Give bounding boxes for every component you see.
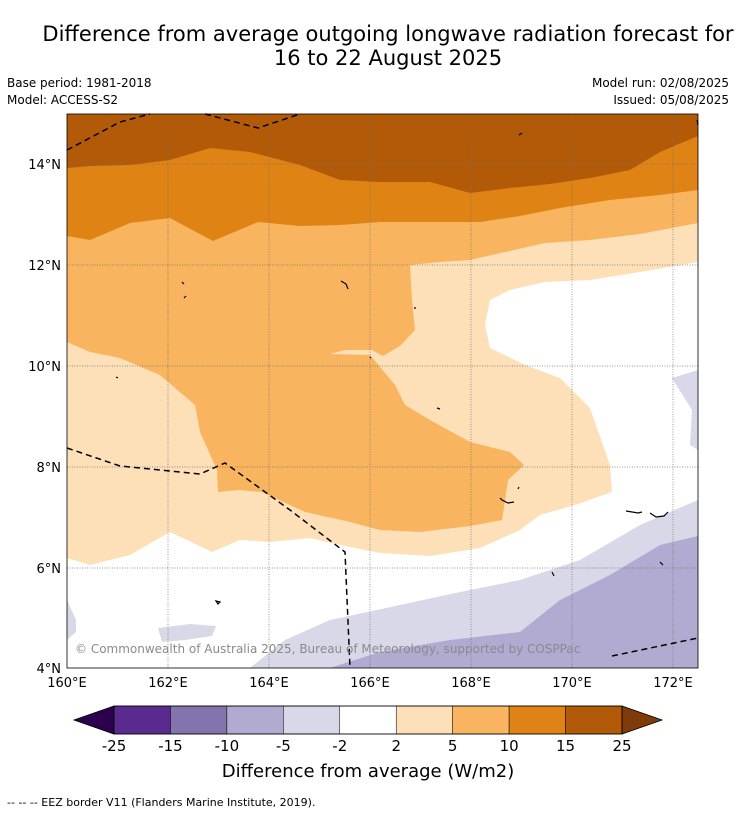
- map-plot-area: [67, 114, 698, 668]
- colorbar-frame: [113, 705, 623, 735]
- colorbar-cell-6: [452, 705, 510, 735]
- eez-legend-note: -- -- -- EEZ border V11 (Flanders Marine…: [7, 796, 316, 809]
- colorbar-tick-label: -2: [332, 737, 347, 755]
- colorbar-cell-8: [565, 705, 623, 735]
- lon-tick-168: 168°E: [451, 676, 491, 691]
- issued-date: Issued: 05/08/2025: [613, 93, 729, 107]
- colorbar: -25 -15 -10 -5 -2 2 5 10 15 25: [72, 705, 664, 755]
- colorbar-label: Difference from average (W/m2): [221, 761, 515, 782]
- colorbar-cell-4: [339, 705, 397, 735]
- lon-tick-160: 160°E: [47, 676, 87, 691]
- colorbar-cell-0: [113, 705, 171, 735]
- colorbar-tick-label: -15: [158, 737, 183, 755]
- colorbar-tick-label: 25: [612, 737, 631, 755]
- colorbar-tick-label: 15: [556, 737, 575, 755]
- lon-tick-labels: 160°E 162°E 164°E 166°E 168°E 170°E 172°…: [47, 676, 693, 691]
- colorbar-cell-3: [283, 705, 341, 735]
- base-period: Base period: 1981-2018: [7, 76, 152, 90]
- gridlines: [67, 114, 698, 668]
- lat-tick-6: 6°N: [37, 562, 62, 577]
- colorbar-tick-label: 10: [500, 737, 519, 755]
- colorbar-cell-1: [170, 705, 228, 735]
- colorbar-over-arrow: [621, 705, 664, 735]
- lat-tick-10: 10°N: [28, 360, 61, 375]
- islands: [115, 119, 699, 605]
- lon-tick-166: 166°E: [350, 676, 390, 691]
- band-minus2-to-minus5-east: [672, 370, 698, 450]
- model-name: Model: ACCESS-S2: [7, 93, 119, 107]
- lat-tick-labels: 4°N 6°N 8°N 10°N 12°N 14°N: [28, 158, 61, 677]
- copyright-note: © Commonwealth of Australia 2025, Bureau…: [75, 642, 580, 656]
- colorbar-tick-label: 5: [448, 737, 458, 755]
- colorbar-under-arrow: [72, 705, 115, 735]
- colorbar-tick-label: 2: [391, 737, 401, 755]
- model-run: Model run: 02/08/2025: [591, 76, 729, 90]
- lat-tick-4: 4°N: [37, 662, 62, 677]
- lat-tick-12: 12°N: [28, 259, 61, 274]
- map-figure: © Commonwealth of Australia 2025, Bureau…: [28, 113, 699, 755]
- colorbar-tick-label: -25: [102, 737, 127, 755]
- lon-tick-162: 162°E: [148, 676, 188, 691]
- band-minus2-to-minus5-west: [67, 600, 76, 640]
- colorbar-cell-5: [395, 705, 453, 735]
- band-minus2-to-minus5-patch: [158, 624, 216, 642]
- title-line-2: 16 to 22 August 2025: [273, 46, 503, 70]
- eez-borders: [66, 113, 699, 669]
- meta-left: Base period: 1981-2018 Model: ACCESS-S2: [7, 75, 152, 109]
- colorbar-cell-7: [508, 705, 566, 735]
- colorbar-cell-2: [226, 705, 284, 735]
- map-title: Difference from average outgoing longwav…: [30, 22, 736, 70]
- lon-tick-170: 170°E: [552, 676, 592, 691]
- band-minus5-to-minus10: [330, 536, 698, 668]
- lat-tick-8: 8°N: [37, 461, 62, 476]
- meta-right: Model run: 02/08/2025 Issued: 05/08/2025: [592, 75, 729, 109]
- lat-tick-14: 14°N: [28, 158, 61, 173]
- map-frame: [66, 113, 699, 669]
- title-line-1: Difference from average outgoing longwav…: [42, 22, 734, 46]
- lon-tick-172: 172°E: [653, 676, 693, 691]
- colorbar-tick-label: -10: [215, 737, 240, 755]
- band-15-to-25: [67, 114, 698, 193]
- colorbar-tick-label: -5: [276, 737, 291, 755]
- lon-tick-164: 164°E: [249, 676, 289, 691]
